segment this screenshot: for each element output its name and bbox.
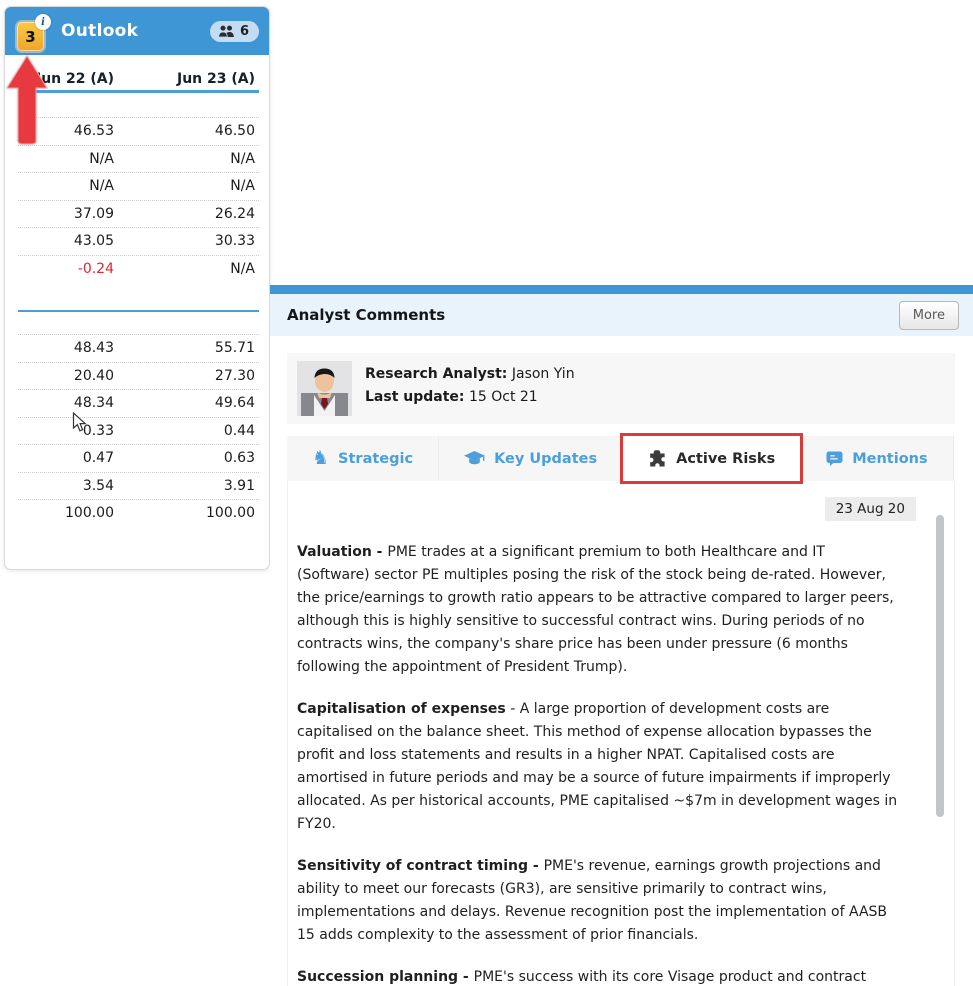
risk-text: PME's success with its core Visage produ… — [473, 969, 867, 985]
cell-value: 0.33 — [82, 422, 114, 439]
cell-value: 48.43 — [73, 340, 114, 357]
risk-paragraph: Capitalisation of expenses - A large pro… — [297, 698, 898, 836]
comment-bubble-icon — [826, 451, 843, 467]
cell-value: 43.05 — [73, 233, 114, 250]
comment-tabs: ♞ Strategic Key Updates Active Risks — [287, 436, 973, 481]
table-row: 20.40 27.30 — [18, 361, 259, 390]
last-update-label: Last update: — [365, 389, 465, 405]
cell-value: N/A — [230, 260, 255, 277]
graduation-cap-icon — [464, 451, 486, 466]
analyst-comments-body: Research Analyst: Jason Yin Last update:… — [270, 336, 973, 986]
risk-paragraph: Succession planning - PME's success with… — [297, 966, 898, 986]
table-group-1: 46.53 46.50 N/A N/A N/A N/A 37.09 26.24 — [18, 117, 259, 282]
puzzle-piece-icon — [648, 449, 667, 468]
risk-paragraph: Sensitivity of contract timing - PME's r… — [297, 855, 898, 947]
notification-count-badge[interactable]: 3 i — [15, 14, 51, 53]
cell-value: N/A — [89, 150, 114, 167]
risk-heading: Sensitivity of contract timing - — [297, 858, 544, 874]
column-header: Jun 22 (A) — [35, 70, 114, 87]
cell-value: 0.63 — [223, 450, 255, 467]
analyst-label: Research Analyst: — [365, 366, 508, 382]
badge-count: 3 — [25, 27, 36, 46]
risk-paragraphs: Valuation - PME trades at a significant … — [297, 541, 898, 986]
outlook-panel: 3 i Outlook 6 Jun 22 (A) Jun 23 (A) — [4, 6, 270, 570]
analyst-comments-header: Analyst Comments More — [270, 294, 973, 336]
table-row: 48.43 55.71 — [18, 334, 259, 362]
cell-value: 20.40 — [73, 367, 114, 384]
tab-label: Strategic — [338, 450, 414, 467]
cell-value: 26.24 — [214, 205, 255, 222]
table-row: 46.53 46.50 — [18, 117, 259, 145]
tab-active-risks[interactable]: Active Risks — [623, 436, 801, 481]
cell-value: 100.00 — [206, 505, 255, 522]
tab-strategic[interactable]: ♞ Strategic — [287, 436, 440, 481]
cell-value: 0.47 — [82, 450, 114, 467]
cell-value: N/A — [230, 178, 255, 195]
outlook-header: 3 i Outlook 6 — [5, 7, 269, 55]
risk-heading: Succession planning - — [297, 969, 474, 985]
analyst-name-line: Research Analyst: Jason Yin — [365, 363, 575, 386]
table-row: 0.47 0.63 — [18, 444, 259, 472]
tab-key-updates[interactable]: Key Updates — [439, 436, 624, 481]
scrollbar-thumb[interactable] — [936, 515, 944, 817]
users-icon — [218, 25, 235, 38]
table-row: -0.24 N/A — [18, 254, 259, 283]
table-row: 48.34 49.64 — [18, 389, 259, 417]
table-row: 100.00 100.00 — [18, 499, 259, 527]
tab-mentions[interactable]: Mentions — [800, 436, 954, 481]
tab-label: Mentions — [852, 450, 928, 467]
last-update-value: 15 Oct 21 — [464, 389, 538, 405]
tab-label: Active Risks — [676, 450, 776, 467]
table-group-2: 48.43 55.71 20.40 27.30 48.34 49.64 0.33… — [18, 334, 259, 527]
cell-value: 0.44 — [223, 422, 255, 439]
section-title: Analyst Comments — [287, 306, 446, 324]
group-divider — [18, 310, 259, 312]
cell-value: N/A — [89, 178, 114, 195]
cell-value: N/A — [230, 150, 255, 167]
cell-value: 46.53 — [73, 123, 114, 140]
cell-value: -0.24 — [77, 260, 114, 277]
table-row: 0.33 0.44 — [18, 416, 259, 445]
panel-title: Outlook — [61, 21, 139, 41]
table-column-headers: Jun 22 (A) Jun 23 (A) — [18, 67, 259, 93]
section-top-bar — [270, 285, 973, 294]
cell-value: 37.09 — [73, 205, 114, 222]
risk-heading: Capitalisation of expenses — [297, 701, 506, 717]
analyst-avatar — [297, 361, 352, 416]
cell-value: 27.30 — [214, 367, 255, 384]
table-row: 37.09 26.24 — [18, 199, 259, 228]
cell-value: 30.33 — [214, 233, 255, 250]
table-row: N/A N/A — [18, 144, 259, 173]
active-risks-content: 23 Aug 20 Valuation - PME trades at a si… — [287, 481, 955, 986]
column-header: Jun 23 (A) — [176, 70, 255, 87]
analyst-info-card: Research Analyst: Jason Yin Last update:… — [287, 353, 955, 424]
cell-value: 3.91 — [223, 477, 255, 494]
table-row: 43.05 30.33 — [18, 227, 259, 255]
analyst-name: Jason Yin — [507, 366, 575, 382]
info-icon[interactable]: i — [35, 14, 51, 30]
chess-knight-icon: ♞ — [312, 447, 330, 469]
cell-value: 100.00 — [65, 505, 114, 522]
risk-paragraph: Valuation - PME trades at a significant … — [297, 541, 898, 679]
more-button[interactable]: More — [898, 300, 959, 330]
risk-heading: Valuation - — [297, 544, 388, 560]
users-count: 6 — [239, 23, 249, 39]
outlook-table: Jun 22 (A) Jun 23 (A) 46.53 46.50 N/A N/… — [18, 67, 259, 527]
cell-value: 46.50 — [214, 123, 255, 140]
table-row: N/A N/A — [18, 172, 259, 200]
risk-text: PME trades at a significant premium to b… — [297, 544, 894, 675]
comment-date-badge: 23 Aug 20 — [824, 497, 916, 521]
cell-value: 55.71 — [214, 340, 255, 357]
last-update-line: Last update: 15 Oct 21 — [365, 386, 575, 409]
table-row: 3.54 3.91 — [18, 471, 259, 500]
mouse-cursor — [72, 412, 87, 432]
risk-text: PME's revenue, earnings growth projectio… — [297, 858, 888, 943]
cell-value: 48.34 — [73, 395, 114, 412]
cell-value: 49.64 — [214, 395, 255, 412]
risk-text: - A large proportion of development cost… — [297, 701, 898, 832]
cell-value: 3.54 — [82, 477, 114, 494]
users-count-pill[interactable]: 6 — [209, 20, 259, 42]
tab-label: Key Updates — [494, 450, 598, 467]
annotation-arrow-up — [6, 55, 48, 145]
